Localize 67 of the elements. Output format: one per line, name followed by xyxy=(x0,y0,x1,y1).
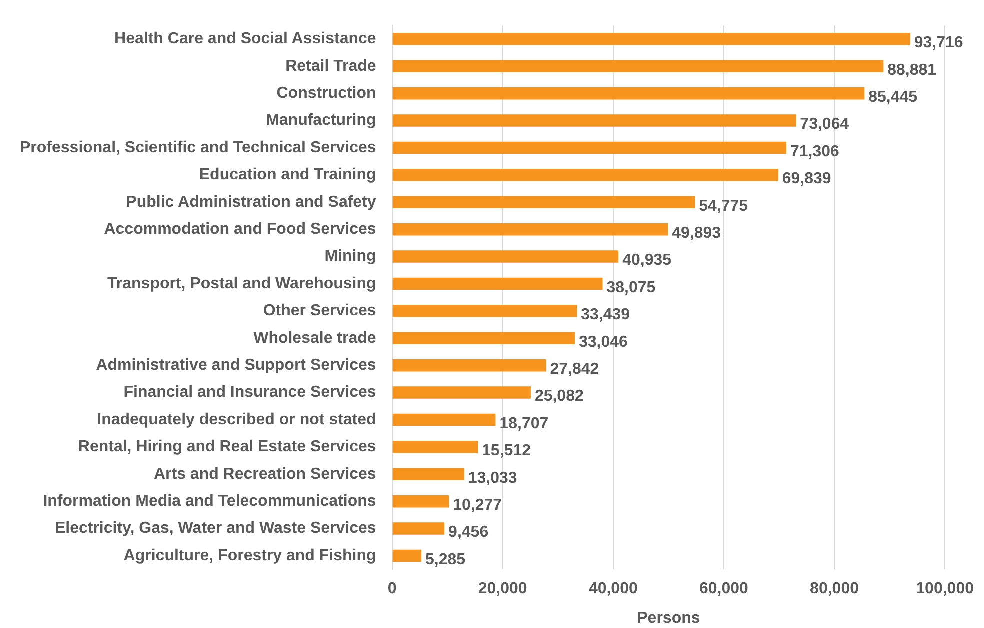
data-label: 93,716 xyxy=(914,34,964,52)
data-label: 71,306 xyxy=(790,143,840,160)
y-tick-label: Administrative and Support Services xyxy=(96,357,376,374)
data-label: 38,075 xyxy=(606,279,656,296)
y-tick-label: Education and Training xyxy=(199,166,376,184)
y-tick-label: Electricity, Gas, Water and Waste Services xyxy=(54,520,376,538)
data-label: 5,285 xyxy=(426,551,466,568)
bar xyxy=(392,522,445,535)
y-tick-label: Health Care and Social Assistance xyxy=(114,30,376,48)
bar xyxy=(392,495,450,508)
bar xyxy=(392,87,865,100)
x-tick-label: 40,000 xyxy=(588,580,638,598)
bar xyxy=(392,142,786,154)
bar xyxy=(392,60,884,73)
x-axis-title: Persons xyxy=(637,610,700,627)
y-tick-label: Accommodation and Food Services xyxy=(104,221,376,238)
y-tick-label: Information Media and Telecommunications xyxy=(43,493,376,510)
data-label: 18,707 xyxy=(500,415,549,432)
data-label: 88,881 xyxy=(888,62,937,79)
bar xyxy=(392,169,778,182)
bar xyxy=(392,386,531,399)
bar xyxy=(392,305,578,318)
data-label: 9,456 xyxy=(448,524,489,542)
data-label: 33,046 xyxy=(578,334,628,351)
bar xyxy=(392,468,464,481)
y-tick-label: Arts and Recreation Services xyxy=(154,466,376,483)
x-tick-label: 20,000 xyxy=(478,580,528,598)
y-tick-label: Retail Trade xyxy=(286,58,376,75)
data-label: 54,775 xyxy=(699,198,748,215)
y-tick-label: Financial and Insurance Services xyxy=(124,384,376,402)
data-label: 25,082 xyxy=(534,388,584,406)
x-tick-label: 100,000 xyxy=(916,580,974,598)
y-tick-label: Mining xyxy=(324,248,376,266)
y-tick-label: Rental, Hiring and Real Estate Services xyxy=(78,438,376,456)
bar xyxy=(392,223,668,236)
y-tick-label: Professional, Scientific and Technical Services xyxy=(20,139,376,156)
bar xyxy=(392,196,696,209)
data-label: 40,935 xyxy=(622,252,672,270)
bar xyxy=(392,332,575,345)
x-tick-label: 0 xyxy=(388,580,397,598)
data-label: 27,842 xyxy=(550,361,600,378)
y-tick-label: Manufacturing xyxy=(266,112,376,130)
y-tick-label: Other Services xyxy=(263,302,376,320)
bar xyxy=(392,114,796,127)
bar xyxy=(392,278,603,290)
x-tick-label: 60,000 xyxy=(699,580,749,598)
bar xyxy=(392,250,619,263)
y-tick-label: Transport, Postal and Warehousing xyxy=(108,275,376,292)
y-tick-label: Wholesale trade xyxy=(254,330,376,347)
bar xyxy=(392,550,422,562)
y-tick-label: Construction xyxy=(276,85,376,102)
bar xyxy=(392,441,478,454)
data-label: 10,277 xyxy=(453,497,502,514)
y-tick-label: Public Administration and Safety xyxy=(126,194,376,211)
data-label: 13,033 xyxy=(468,470,518,487)
bar xyxy=(392,33,910,46)
y-tick-label: Agriculture, Forestry and Fishing xyxy=(124,547,376,564)
data-label: 49,893 xyxy=(672,225,722,242)
data-label: 69,839 xyxy=(782,170,832,188)
data-label: 33,439 xyxy=(581,306,630,324)
bar xyxy=(392,414,496,426)
data-label: 73,064 xyxy=(800,116,850,134)
x-tick-label: 80,000 xyxy=(810,580,860,598)
y-tick-label: Inadequately described or not stated xyxy=(97,411,376,428)
data-label: 85,445 xyxy=(868,89,918,106)
bar xyxy=(392,359,546,372)
data-label: 15,512 xyxy=(482,442,532,460)
